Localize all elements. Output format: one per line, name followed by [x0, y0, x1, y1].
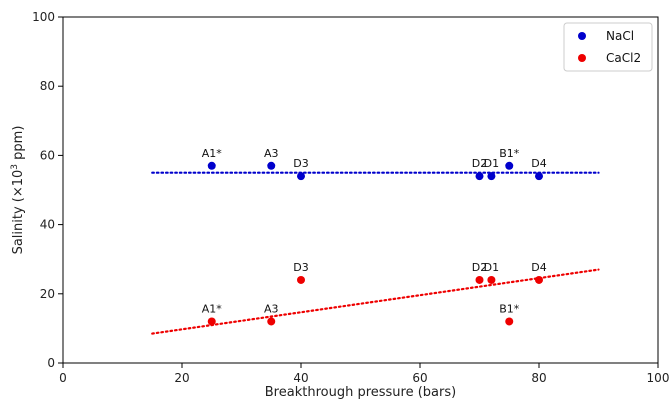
x-tick-label: 100	[647, 371, 670, 385]
point-cacl2	[487, 275, 496, 284]
data-points	[207, 161, 543, 326]
legend-marker-cacl2	[578, 54, 586, 62]
legend-box	[563, 22, 653, 72]
point-label-cacl2: A1*	[202, 302, 223, 315]
x-axis-ticks: 0 20 40 60 80 100	[59, 363, 669, 385]
point-cacl2	[475, 275, 484, 284]
point-nacl	[207, 161, 216, 170]
point-label-cacl2: A3	[264, 302, 279, 315]
y-axis-title-prefix: Salinity (×10	[11, 170, 26, 255]
x-tick-label: 60	[412, 371, 427, 385]
legend-marker-nacl	[578, 32, 586, 40]
point-cacl2	[505, 317, 514, 326]
legend: NaCl CaCl2	[563, 22, 653, 72]
plot-area	[62, 16, 659, 364]
point-nacl	[297, 172, 305, 181]
point-label-nacl: D2	[472, 157, 487, 170]
point-cacl2	[207, 317, 216, 326]
point-nacl	[535, 172, 543, 181]
legend-label-nacl: NaCl	[606, 29, 634, 43]
trendline-cacl2	[151, 268, 600, 335]
x-tick-label: 40	[293, 371, 308, 385]
point-label-nacl: B1*	[499, 147, 520, 160]
point-cacl2	[535, 275, 543, 284]
point-nacl	[487, 172, 496, 181]
point-label-nacl: D3	[293, 157, 308, 170]
y-tick-label: 40	[40, 218, 55, 232]
y-tick-label: 80	[40, 79, 55, 93]
y-tick-label: 60	[40, 148, 55, 162]
x-tick-label: 80	[531, 371, 546, 385]
y-axis-title: Salinity (×103 ppm)	[10, 126, 26, 255]
y-axis-title-exponent: 3	[10, 164, 20, 170]
point-cacl2	[267, 317, 276, 326]
x-tick-label: 20	[174, 371, 189, 385]
point-cacl2	[297, 275, 305, 284]
point-label-cacl2: D3	[293, 261, 308, 274]
y-axis-title-suffix: ppm)	[11, 126, 26, 164]
point-nacl	[267, 161, 276, 170]
point-label-cacl2: B1*	[499, 302, 520, 315]
y-tick-label: 100	[32, 10, 55, 24]
x-tick-label: 0	[59, 371, 67, 385]
legend-label-cacl2: CaCl2	[606, 51, 641, 65]
y-tick-label: 0	[47, 356, 55, 370]
point-label-cacl2: D4	[531, 261, 546, 274]
point-label-nacl: A3	[264, 147, 279, 160]
trendlines	[151, 171, 600, 335]
y-axis-ticks: 0 20 40 60 80 100	[32, 10, 63, 370]
point-label-nacl: D4	[531, 157, 546, 170]
point-label-nacl: D1	[484, 157, 499, 170]
y-tick-label: 20	[40, 287, 55, 301]
x-axis-title: Breakthrough pressure (bars)	[265, 385, 456, 400]
point-label-cacl2: D1	[484, 261, 499, 274]
point-nacl	[505, 161, 514, 170]
point-label-nacl: A1*	[202, 147, 223, 160]
point-label-cacl2: D2	[472, 261, 487, 274]
point-nacl	[475, 172, 484, 181]
